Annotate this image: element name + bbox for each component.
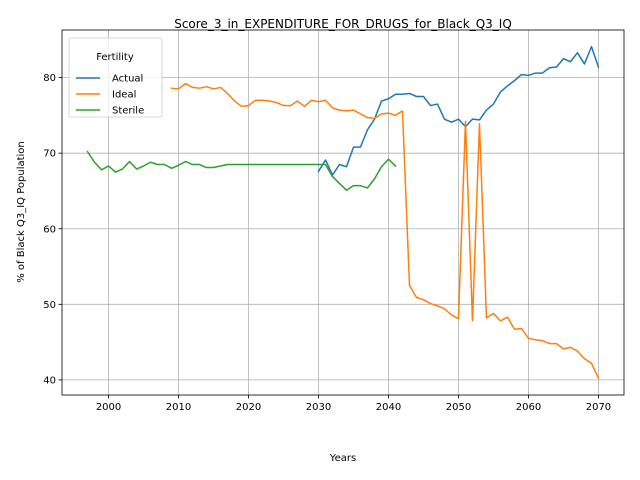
x-tick-label: 2020 [236,402,261,413]
y-axis-label: % of Black Q3_IQ Population [16,141,27,283]
grid-lines [62,30,624,395]
x-tick-label: 2010 [166,402,191,413]
y-tick-label: 50 [43,300,56,311]
series-line-sterile [86,150,397,191]
legend-label-actual: Actual [112,74,143,85]
series-line-ideal [170,82,600,380]
x-tick-label: 2050 [446,402,471,413]
legend-label-sterile: Sterile [112,106,144,117]
plot-frame [61,29,625,396]
legend-items: Actual Ideal Sterile [76,74,144,117]
legend-box [68,37,163,118]
legend-title: Fertility [96,52,134,63]
y-tick-label: 70 [43,149,56,160]
series-line-actual [317,45,600,176]
y-axis-ticks: 40 50 60 70 80 [43,73,62,386]
x-axis-ticks: 2000 2010 2020 2030 2040 2050 2060 2070 [96,395,611,413]
y-tick-label: 40 [43,375,56,386]
series-lines [86,45,600,380]
y-tick-label: 80 [43,73,56,84]
x-tick-label: 2070 [586,402,611,413]
chart-title: Score_3_in_EXPENDITURE_FOR_DRUGS_for_Bla… [174,17,512,31]
legend-label-ideal: Ideal [112,90,136,101]
y-tick-label: 60 [43,224,56,235]
x-tick-label: 2000 [96,402,121,413]
x-tick-label: 2060 [516,402,541,413]
x-tick-label: 2030 [306,402,331,413]
x-tick-label: 2040 [376,402,401,413]
legend: Fertility Actual Ideal Sterile [68,37,163,118]
x-axis-label: Years [329,453,356,464]
